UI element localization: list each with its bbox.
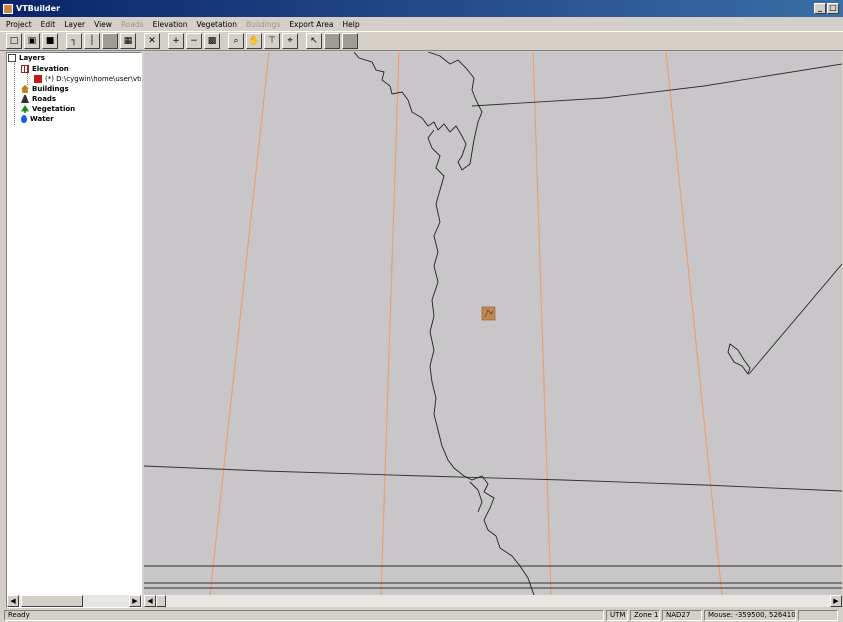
menu-buildings[interactable]: Buildings [245, 19, 281, 29]
scroll-left-button[interactable]: ◀ [7, 595, 19, 607]
new-file-icon: □ [9, 35, 19, 46]
zoom-out-icon: − [190, 35, 198, 46]
pan-hand-button[interactable]: ✋ [246, 33, 262, 49]
map-canvas[interactable] [144, 52, 842, 595]
menu-bar: Project Edit Layer View Roads Elevation Vegeta… [0, 17, 843, 31]
water-drop-icon [21, 115, 27, 123]
new-layer-icon: ┐ [71, 35, 77, 46]
elevation-tile [481, 306, 496, 321]
magnify-button[interactable]: ⌕ [228, 33, 244, 49]
map-scrollbar-thumb[interactable] [156, 595, 166, 607]
restore-button[interactable]: □ [827, 3, 839, 14]
tree-item-vegetation[interactable]: Vegetation [21, 105, 75, 113]
utm-zone-line [665, 52, 723, 595]
title-bar: VTBuilder _ □ [0, 0, 843, 17]
road-icon [21, 95, 29, 103]
utm-zone-line [380, 52, 400, 595]
gray-tool-button[interactable] [342, 33, 358, 49]
menu-edit[interactable]: Edit [40, 19, 56, 29]
world-map-button[interactable]: ▦ [120, 33, 136, 49]
menu-help[interactable]: Help [342, 19, 360, 29]
gray-tool-button[interactable] [324, 33, 340, 49]
menu-elevation[interactable]: Elevation [152, 19, 188, 29]
magnify-icon: ⌕ [233, 35, 239, 46]
island-coastline [727, 343, 751, 375]
status-mouse-coords: Mouse: -359500, 5264104 [704, 610, 796, 621]
menu-roads[interactable]: Roads [120, 19, 144, 29]
status-bar: Ready UTM Zone 10 NAD27 Mouse: -359500, … [0, 609, 843, 622]
open-folder-button[interactable]: ▣ [24, 33, 40, 49]
new-layer-button[interactable]: ┐ [66, 33, 82, 49]
layers-horizontal-scrollbar[interactable]: ◀ ▶ [7, 595, 141, 607]
zoom-out-button[interactable]: − [186, 33, 202, 49]
distance-button[interactable]: ⊤ [264, 33, 280, 49]
area-icon: ⌖ [287, 35, 293, 46]
tree-icon [21, 105, 29, 113]
toolbar: □ ▣ ■ ┐ │ ▦ ✕ + − ▩ ⌕ ✋ ⊤ ⌖ ↖ [0, 31, 843, 51]
elevation-grid-icon [21, 65, 29, 73]
import-button[interactable]: │ [84, 33, 100, 49]
coastline [469, 481, 483, 513]
blank-button[interactable] [102, 33, 118, 49]
layers-tree[interactable]: Layers Elevation (*) D:\cygwin\home\user… [7, 53, 141, 593]
tree-item-roads[interactable]: Roads [21, 95, 56, 103]
tree-item-elevation[interactable]: Elevation [21, 65, 69, 73]
select-arrow-icon: ↖ [310, 35, 318, 46]
map-scroll-right-button[interactable]: ▶ [830, 595, 842, 607]
tree-item-elevation-file[interactable]: (*) D:\cygwin\home\user\vtr [34, 75, 141, 83]
utm-zone-line [532, 52, 552, 595]
tree-item-water[interactable]: Water [21, 115, 54, 123]
new-file-button[interactable]: □ [6, 33, 22, 49]
border-line [144, 465, 842, 492]
delete-button[interactable]: ✕ [144, 33, 160, 49]
coastline [427, 129, 535, 595]
utm-zone-line [209, 52, 270, 595]
border-line [748, 263, 842, 375]
tree-item-layers[interactable]: Layers [8, 54, 45, 62]
status-datum: NAD27 [662, 610, 702, 621]
distance-icon: ⊤ [268, 35, 276, 46]
status-extra [798, 610, 838, 621]
zoom-all-icon: ▩ [207, 35, 217, 46]
layers-panel[interactable]: Layers Elevation (*) D:\cygwin\home\user… [6, 52, 142, 608]
zoom-all-button[interactable]: ▩ [204, 33, 220, 49]
minimize-button[interactable]: _ [814, 3, 826, 14]
window-title: VTBuilder [16, 4, 61, 13]
area-button[interactable]: ⌖ [282, 33, 298, 49]
world-map-icon: ▦ [123, 35, 133, 46]
map-view[interactable] [144, 52, 842, 595]
zoom-in-button[interactable]: + [168, 33, 184, 49]
menu-layer[interactable]: Layer [64, 19, 86, 29]
select-arrow-button[interactable]: ↖ [306, 33, 322, 49]
save-icon: ■ [45, 35, 55, 46]
scroll-right-button[interactable]: ▶ [129, 595, 141, 607]
menu-export-area[interactable]: Export Area [289, 19, 334, 29]
status-message: Ready [4, 610, 604, 621]
delete-icon: ✕ [148, 35, 156, 46]
import-icon: │ [89, 35, 95, 46]
status-zone: Zone 10 [630, 610, 660, 621]
app-icon [3, 3, 13, 14]
menu-project[interactable]: Project [6, 19, 32, 29]
map-scroll-left-button[interactable]: ◀ [144, 595, 156, 607]
file-icon [34, 75, 42, 83]
open-folder-icon: ▣ [27, 35, 37, 46]
status-projection: UTM [606, 610, 628, 621]
house-icon [21, 85, 29, 93]
document-icon [8, 54, 16, 62]
pan-hand-icon: ✋ [248, 35, 260, 46]
map-horizontal-scrollbar[interactable]: ◀ ▶ [144, 595, 842, 607]
menu-view[interactable]: View [94, 19, 112, 29]
border-line [471, 63, 842, 107]
coastline [353, 52, 483, 171]
menu-vegetation[interactable]: Vegetation [196, 19, 237, 29]
scrollbar-thumb[interactable] [21, 595, 83, 607]
save-button[interactable]: ■ [42, 33, 58, 49]
tree-item-buildings[interactable]: Buildings [21, 85, 69, 93]
zoom-in-icon: + [172, 35, 180, 46]
